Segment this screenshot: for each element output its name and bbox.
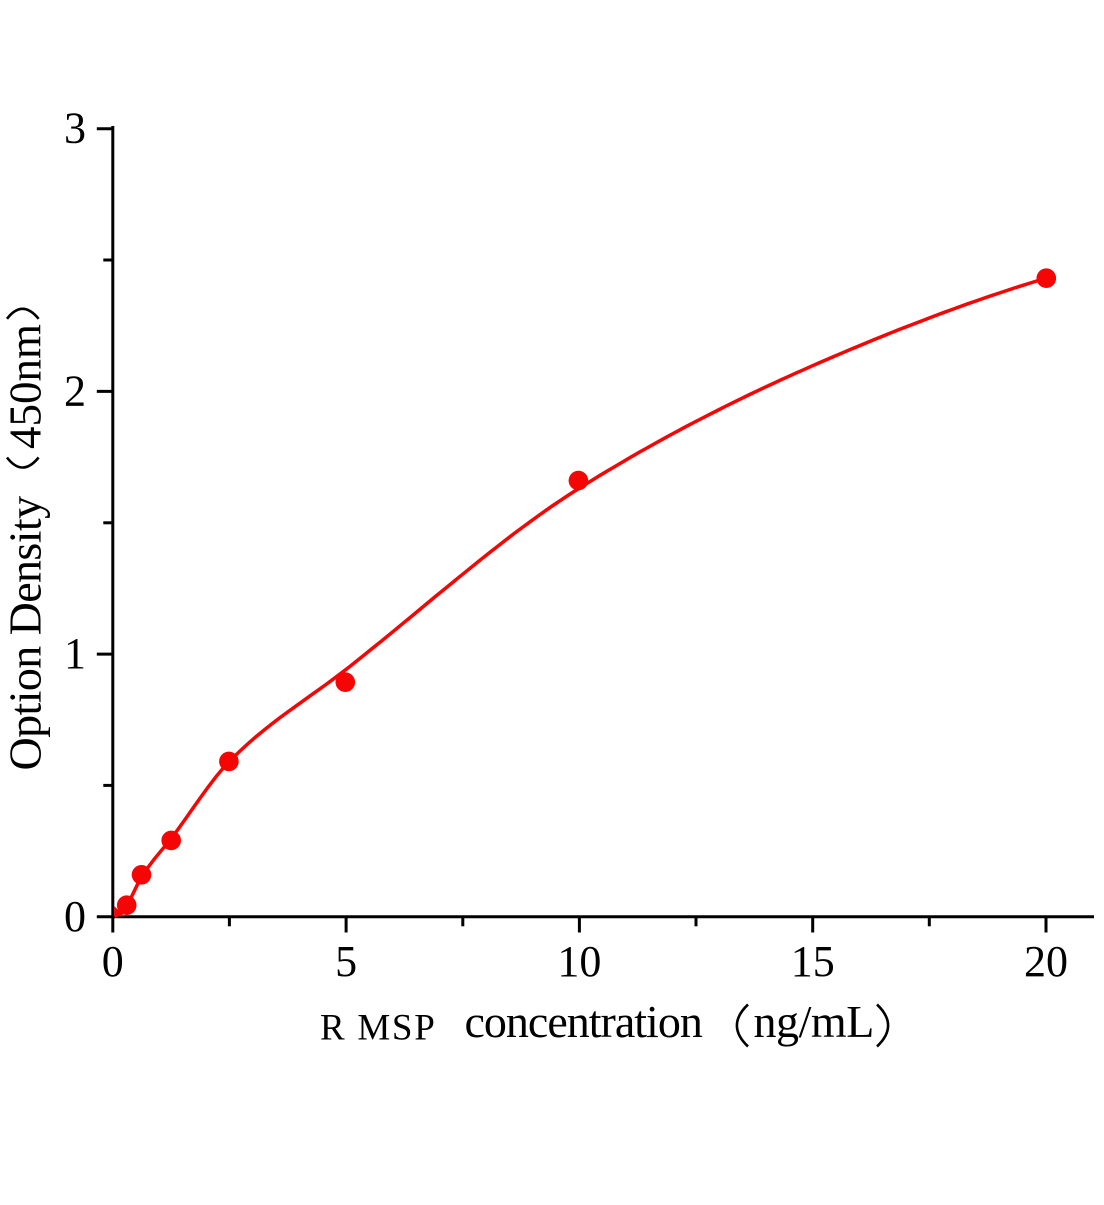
svg-text:concentration: concentration [465,996,703,1047]
svg-text:R MSP: R MSP [320,1008,436,1049]
svg-text:1: 1 [64,629,86,678]
svg-text:Option Density: Option Density [0,496,50,771]
svg-text:450nm: 450nm [0,324,50,449]
svg-text:10: 10 [557,937,601,986]
svg-text:0: 0 [64,892,86,941]
svg-text:2: 2 [64,366,86,415]
svg-text:3: 3 [64,104,86,153]
svg-text:ng/mL: ng/mL [754,996,874,1047]
svg-text:5: 5 [335,937,357,986]
svg-text:0: 0 [102,937,124,986]
svg-text:15: 15 [791,937,835,986]
svg-text:20: 20 [1024,937,1068,986]
